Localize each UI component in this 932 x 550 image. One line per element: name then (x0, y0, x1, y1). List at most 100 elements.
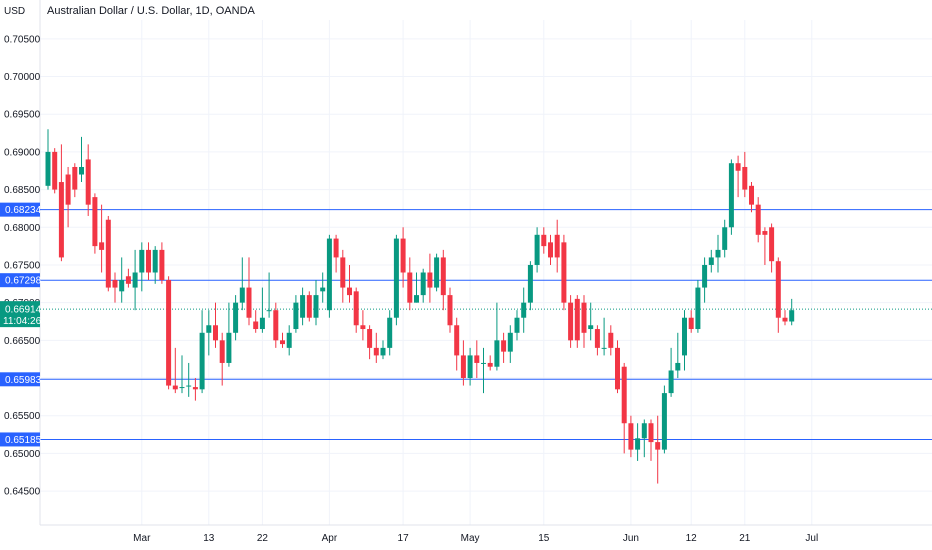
y-tick-label: 0.67500 (4, 260, 41, 271)
candle-body (199, 332, 205, 390)
candle-body (501, 340, 507, 352)
x-tick-label: Apr (322, 533, 338, 544)
candle-body (755, 204, 761, 235)
candle-body (353, 291, 359, 326)
candle-body (527, 264, 533, 303)
candle-body (568, 302, 574, 341)
candle-body (702, 264, 708, 288)
candle-body (608, 332, 614, 348)
candle-body (273, 310, 279, 341)
candle-body (454, 325, 460, 356)
candle-body (728, 163, 734, 228)
candle-body (588, 325, 594, 330)
candle-body (474, 355, 480, 363)
candle-body (434, 257, 440, 288)
y-axis: 0.70500 0.70000 0.69500 0.69000 0.68500 0.680… (4, 6, 41, 498)
candle-body (601, 347, 607, 349)
y-tick-label: 0.69500 (4, 110, 41, 121)
grid (39, 0, 932, 526)
candle-body (615, 347, 620, 390)
candle-body (112, 280, 118, 288)
candle-body (259, 317, 265, 330)
candle-body (125, 276, 131, 284)
x-tick-label: 15 (538, 533, 550, 544)
candle-body (52, 151, 58, 190)
candle-body (581, 302, 587, 333)
candle-body (561, 242, 567, 303)
candle-body (460, 355, 466, 379)
candle-body (119, 280, 125, 292)
candle-body (213, 325, 218, 341)
y-tick-label: 0.66500 (4, 336, 41, 347)
candle-body (360, 325, 366, 330)
candle-body (172, 385, 178, 390)
candle-body (769, 227, 775, 262)
candle-body (286, 332, 292, 348)
candle-body (661, 393, 667, 450)
x-tick-label: 21 (739, 533, 751, 544)
countdown-label: 11:04:26 (3, 316, 42, 327)
candle-body (72, 166, 78, 190)
candle-body (320, 287, 326, 292)
candle-body (775, 261, 781, 318)
candle-body (742, 166, 748, 190)
candle-body (574, 298, 580, 341)
candle-body (45, 151, 51, 186)
candle-body (146, 249, 151, 273)
candle-body (407, 272, 413, 303)
candle-body (749, 185, 754, 205)
y-tick-label: 0.70500 (4, 34, 41, 45)
candle-body (347, 287, 352, 296)
candle-body (494, 340, 500, 367)
candle-body (440, 257, 446, 296)
candle-body (708, 257, 714, 265)
candle-body (641, 423, 647, 439)
candle-body (393, 238, 399, 318)
candle-body (159, 249, 165, 281)
candle-body (481, 362, 486, 364)
horizontal-line-label: 0.68234 (5, 205, 42, 216)
candle-body (621, 366, 627, 424)
candle-body (166, 280, 172, 386)
price-labels: 0.68234 0.67298 0.65983 0.65185 0.6691411:04… (0, 202, 42, 447)
candle-body (85, 159, 91, 205)
candle-body (594, 329, 600, 348)
x-tick-label: Mar (133, 533, 151, 544)
horizontal-line-label-bg (0, 202, 40, 217)
y-tick-label: 0.64500 (4, 487, 41, 498)
candle-body (447, 295, 453, 326)
candle-body (206, 325, 212, 333)
candle-body (280, 340, 285, 345)
candle-body (534, 234, 540, 265)
horizontal-lines (40, 209, 932, 440)
candle-body (340, 257, 346, 288)
chart-title: Australian Dollar / U.S. Dollar, 1D, OAN… (47, 5, 255, 17)
candle-body (266, 310, 272, 312)
candle-body (688, 317, 694, 330)
y-tick-label: 0.68000 (4, 223, 41, 234)
candle-body (313, 295, 319, 318)
y-tick-label: 0.68500 (4, 185, 41, 196)
candle-body (179, 387, 185, 389)
candle-body (682, 317, 687, 356)
candle-body (648, 423, 654, 443)
candle-body (400, 238, 406, 273)
candle-body (467, 355, 473, 379)
horizontal-line-label-bg (0, 372, 40, 387)
candle-body (554, 234, 560, 258)
x-tick-label: 12 (686, 533, 698, 544)
candle-body (239, 287, 245, 303)
candle-body (380, 347, 386, 356)
x-tick-label: 22 (257, 533, 269, 544)
candle-body (762, 231, 768, 235)
y-unit-label: USD (4, 6, 25, 17)
candle-body (79, 166, 84, 175)
candle-body (427, 272, 433, 288)
candle-body (789, 310, 795, 322)
x-axis: Mar 13 22 Apr 17 May 15 Jun 12 21 Jul (133, 533, 818, 544)
candle-body (219, 340, 225, 363)
candle-body (300, 295, 306, 318)
y-tick-label: 0.65500 (4, 411, 41, 422)
candle-body (226, 332, 232, 363)
